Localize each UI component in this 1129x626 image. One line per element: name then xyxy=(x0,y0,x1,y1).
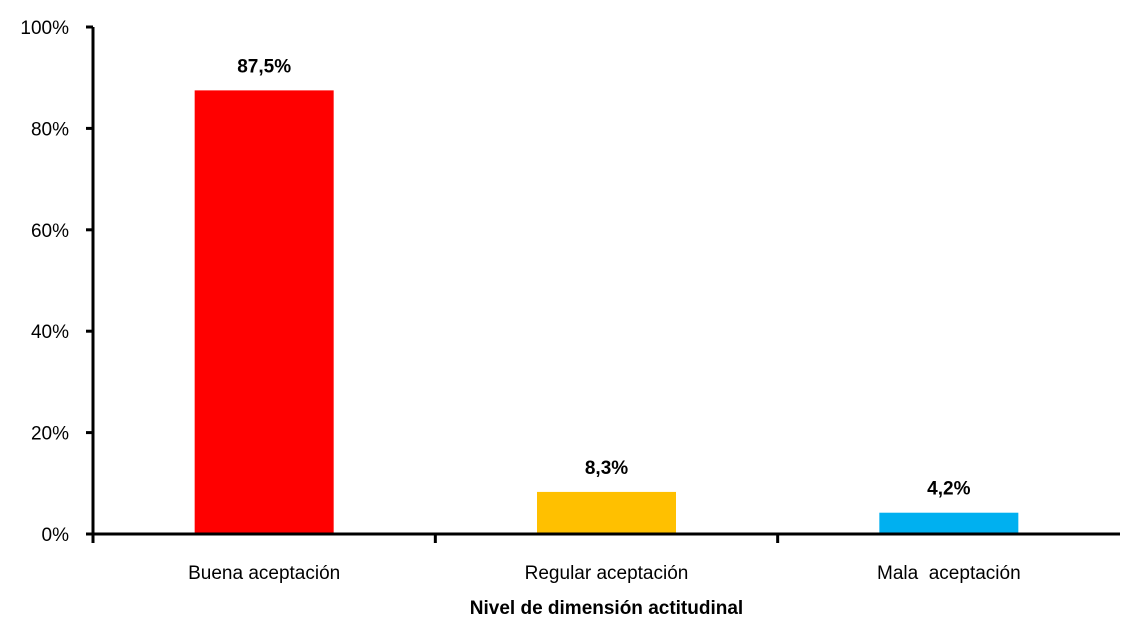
bar-data-label: 8,3% xyxy=(585,458,628,479)
data-labels: 87,5% 8,3% 4,2% xyxy=(237,56,970,499)
bar-series xyxy=(194,90,1019,534)
y-axis-ticks: 0% 20% 40% 60% 80% 100% xyxy=(20,18,93,546)
y-tick-label: 0% xyxy=(42,525,70,546)
bar-2 xyxy=(537,491,676,534)
category-label: Regular aceptación xyxy=(525,563,689,584)
bar-1 xyxy=(194,90,334,534)
y-tick-label: 100% xyxy=(20,18,69,39)
y-tick-label: 80% xyxy=(31,119,69,140)
y-tick-label: 40% xyxy=(31,322,69,343)
bar-data-label: 87,5% xyxy=(237,56,291,77)
x-axis-title: Nivel de dimensión actitudinal xyxy=(470,598,743,619)
bar-3 xyxy=(879,512,1019,534)
y-tick-label: 60% xyxy=(31,221,69,242)
category-label: Mala aceptación xyxy=(877,563,1021,584)
category-label: Buena aceptación xyxy=(188,563,340,584)
category-labels: Buena aceptación Regular aceptación Mala a… xyxy=(188,563,1021,584)
bar-data-label: 4,2% xyxy=(927,479,970,500)
y-tick-label: 20% xyxy=(31,424,69,445)
